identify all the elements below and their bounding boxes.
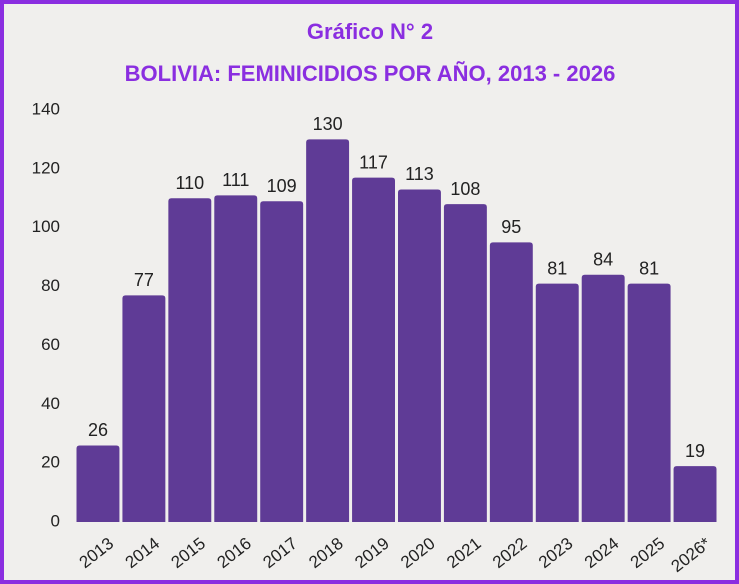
bar <box>673 466 717 522</box>
data-label: 81 <box>639 258 659 278</box>
data-label: 117 <box>359 152 388 172</box>
y-tick-label: 120 <box>32 158 60 177</box>
bar <box>398 189 441 522</box>
data-label: 77 <box>134 270 154 290</box>
data-label: 19 <box>685 441 705 461</box>
y-tick-label: 20 <box>41 453 60 472</box>
bar <box>214 195 258 523</box>
bar <box>76 445 120 522</box>
chart-subtitle: BOLIVIA: FEMINICIDIOS POR AÑO, 2013 - 20… <box>125 61 616 86</box>
data-label: 113 <box>405 164 434 184</box>
bar <box>122 295 166 522</box>
data-label: 95 <box>501 217 521 237</box>
data-label: 84 <box>593 250 613 270</box>
data-label: 109 <box>267 176 297 196</box>
bar <box>535 283 579 522</box>
y-tick-label: 100 <box>32 217 60 236</box>
data-label: 111 <box>222 170 249 190</box>
bar <box>306 139 350 522</box>
bar <box>260 201 304 522</box>
data-label: 130 <box>313 114 343 134</box>
data-label: 81 <box>547 258 567 278</box>
y-tick-label: 140 <box>32 99 60 118</box>
y-tick-label: 0 <box>51 511 60 530</box>
data-label: 26 <box>88 420 108 440</box>
chart-title: Gráfico N° 2 <box>307 19 433 44</box>
bar <box>443 204 487 522</box>
bar <box>352 177 395 522</box>
data-label: 108 <box>450 179 480 199</box>
y-tick-label: 80 <box>41 276 60 295</box>
bar <box>627 283 671 522</box>
bar <box>581 274 625 522</box>
data-label: 110 <box>175 173 204 193</box>
bar <box>168 198 212 523</box>
bar <box>489 242 533 522</box>
y-tick-label: 60 <box>41 335 60 354</box>
y-tick-label: 40 <box>41 394 60 413</box>
